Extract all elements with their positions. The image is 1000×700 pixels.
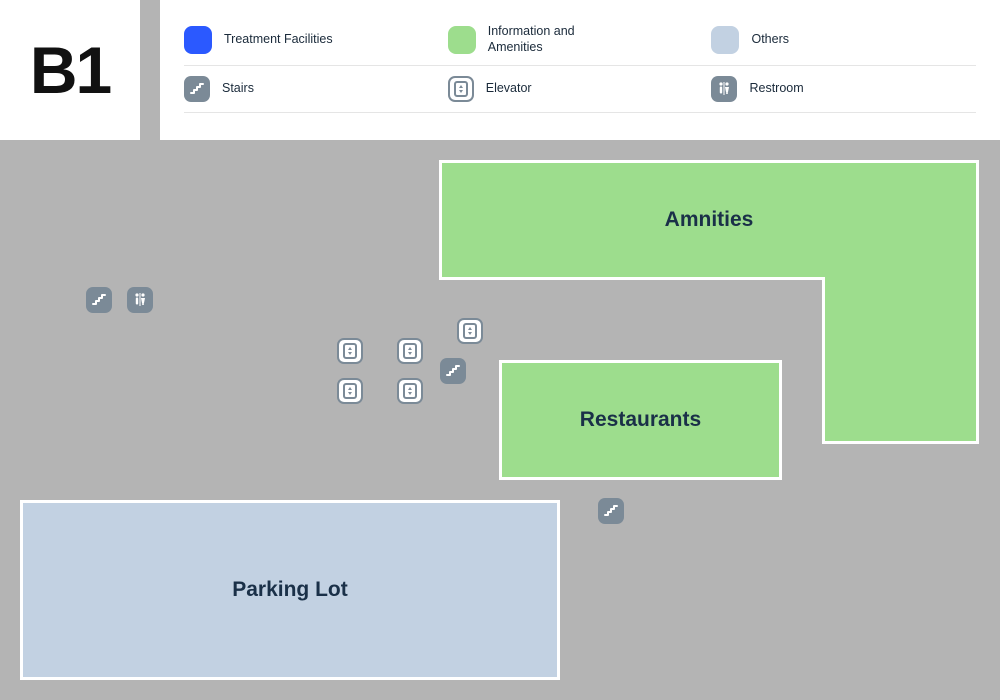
restroom-icon (711, 76, 737, 102)
elevator-icon (337, 338, 363, 364)
elevator-icon (397, 338, 423, 364)
stairs-icon (440, 358, 466, 384)
legend-item-others: Others (711, 26, 975, 54)
region-label: Amnities (665, 208, 754, 232)
region-parking: Parking Lot (20, 500, 560, 680)
header-bar: B1 Treatment Facilities Information and … (0, 0, 1000, 140)
legend-label: Elevator (486, 81, 532, 97)
elevator-icon (448, 76, 474, 102)
legend-item-stairs: Stairs (184, 76, 448, 102)
legend-item-elevator: Elevator (448, 76, 712, 102)
region-amnities: Amnities (439, 160, 979, 280)
legend-row-icons: Stairs Elevator Restroom (184, 66, 976, 113)
legend-item-info: Information and Amenities (448, 24, 712, 55)
legend-label: Treatment Facilities (224, 32, 333, 48)
stairs-icon (598, 498, 624, 524)
swatch-info (448, 26, 476, 54)
floor-badge: B1 (0, 0, 140, 140)
legend: Treatment Facilities Information and Ame… (160, 0, 1000, 140)
floor-label: B1 (30, 32, 110, 108)
legend-label: Others (751, 32, 789, 48)
legend-label: Stairs (222, 81, 254, 97)
region-amnities-ext (822, 277, 979, 444)
legend-label: Information and Amenities (488, 24, 598, 55)
elevator-icon (337, 378, 363, 404)
legend-label: Restroom (749, 81, 803, 97)
legend-item-restroom: Restroom (711, 76, 975, 102)
elevator-icon (457, 318, 483, 344)
stairs-icon (184, 76, 210, 102)
elevator-icon (397, 378, 423, 404)
swatch-treatment (184, 26, 212, 54)
region-label: Restaurants (580, 408, 701, 432)
stairs-icon (86, 287, 112, 313)
region-restaurants: Restaurants (499, 360, 782, 480)
restroom-icon (127, 287, 153, 313)
legend-row-categories: Treatment Facilities Information and Ame… (184, 14, 976, 66)
swatch-others (711, 26, 739, 54)
legend-item-treatment: Treatment Facilities (184, 26, 448, 54)
region-label: Parking Lot (232, 578, 348, 602)
